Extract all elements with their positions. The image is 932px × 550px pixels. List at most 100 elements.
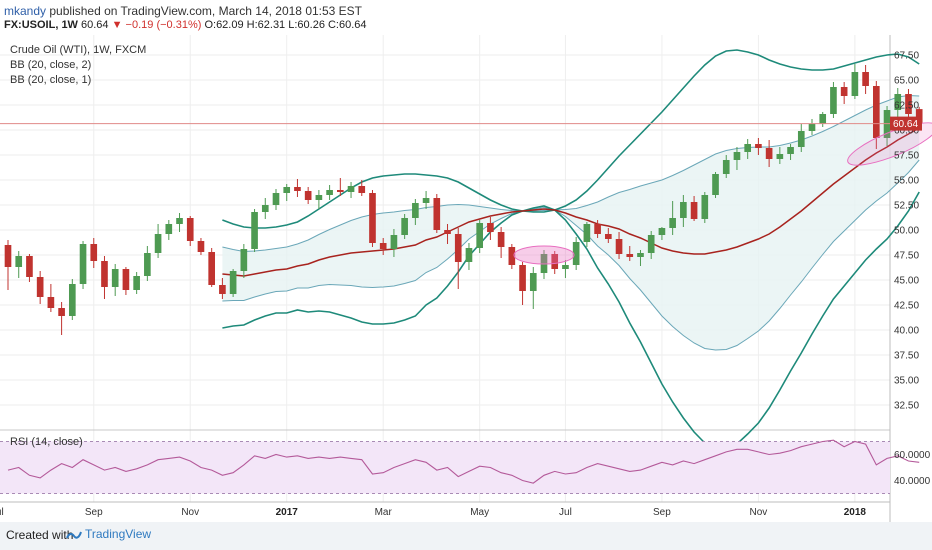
candle-body: [872, 86, 880, 138]
price-tick-label: 35.00: [894, 376, 919, 387]
rsi-tick-label: 40.0000: [894, 476, 931, 487]
candle-body: [637, 253, 644, 257]
legend-bb1[interactable]: BB (20, close, 1): [10, 74, 91, 86]
candle-body: [422, 198, 430, 203]
candle-body: [90, 244, 98, 261]
bb-basis-line: [222, 127, 920, 277]
candle-body: [562, 265, 569, 269]
candle-body: [15, 256, 23, 267]
rsi-line: [7, 439, 920, 484]
time-tick-label: Nov: [181, 507, 199, 518]
candle-body: [690, 202, 698, 219]
candle-body: [379, 243, 387, 249]
candle-body: [68, 284, 76, 316]
price-tick-label: 47.50: [894, 251, 919, 262]
time-tick-label: Jul: [559, 507, 572, 518]
chart-area[interactable]: 32.50 35.00 37.50 40.00 42.50 45.00 47.50 50.00…: [0, 35, 932, 522]
candle-body: [240, 249, 248, 271]
candle-body: [647, 235, 655, 253]
time-tick-label: Mar: [375, 507, 393, 518]
candle-body: [476, 223, 484, 248]
bb2-upper-line: [222, 49, 920, 229]
candle-body: [294, 187, 301, 191]
price-tick-label: 40.00: [894, 326, 919, 337]
tradingview-brand: TradingView: [85, 527, 152, 541]
candle-body: [433, 198, 441, 230]
tradingview-link[interactable]: TradingView: [66, 527, 151, 541]
ohlc-values: O:62.09 H:62.31 L:60.26 C:60.64: [204, 19, 367, 31]
price-tick-label: 45.00: [894, 276, 919, 287]
candle-body: [465, 248, 473, 262]
candle-body: [851, 72, 859, 96]
legend-instrument[interactable]: Crude Oil (WTI), 1W, FXCM: [10, 44, 146, 56]
candle-body: [755, 144, 762, 148]
candle-body: [144, 253, 151, 276]
time-tick-label: Sep: [653, 507, 671, 518]
candle-body: [326, 190, 333, 195]
candle-body: [583, 224, 591, 242]
candle-body: [594, 224, 601, 234]
candle-body: [101, 261, 108, 287]
symbol-label: FX:USOIL, 1W: [4, 19, 78, 31]
candle-body: [894, 94, 902, 110]
candle-body: [229, 271, 237, 294]
candle-body: [626, 254, 634, 257]
price-axis[interactable]: 32.50 35.00 37.50 40.00 42.50 45.00 47.50 50.00…: [890, 51, 931, 488]
candle-body: [165, 224, 173, 234]
candle-body: [808, 124, 816, 131]
candle-body: [444, 230, 451, 234]
price-tick-label: 55.00: [894, 176, 919, 187]
tradingview-logo-icon: [66, 531, 82, 539]
candle-body: [154, 234, 162, 253]
price-tick-label: 67.50: [894, 51, 919, 62]
candle-body: [915, 109, 923, 124]
candle-body: [369, 193, 376, 243]
candle-body: [272, 193, 280, 205]
candle-body: [208, 252, 216, 285]
candle-body: [283, 187, 291, 193]
created-with-label: Created with: [6, 528, 74, 542]
candle-body: [862, 72, 869, 86]
candle-body: [840, 87, 848, 96]
price-tick-label: 57.50: [894, 151, 919, 162]
rsi-tick-label: 60.0000: [894, 450, 931, 461]
highlight-ellipse: [513, 245, 575, 265]
highlight-ellipses: [513, 122, 932, 265]
price-tick-label: 62.50: [894, 101, 919, 112]
price-tick-label: 32.50: [894, 401, 919, 412]
candle-body: [615, 239, 623, 254]
candle-body: [47, 297, 55, 308]
candle-body: [722, 160, 730, 174]
publish-info: mkandy published on TradingView.com, Mar…: [4, 4, 362, 18]
footer: Created with TradingView: [0, 522, 932, 550]
candle-body: [315, 195, 323, 200]
candle-body: [58, 308, 65, 316]
candle-body: [712, 174, 719, 195]
author-link[interactable]: mkandy: [4, 4, 47, 18]
candle-body: [336, 190, 344, 192]
time-tick-label: Sep: [85, 507, 103, 518]
candle-body: [765, 148, 773, 159]
rsi-band-fill: [0, 441, 890, 494]
candle-body: [454, 234, 462, 262]
last-price-badge: [890, 116, 922, 131]
legend-bb2[interactable]: BB (20, close, 2): [10, 59, 91, 71]
candle-body: [261, 205, 269, 212]
candle-body: [197, 241, 205, 252]
time-tick-label: 2018: [844, 507, 867, 518]
ohlc-bar: FX:USOIL, 1W 60.64 ▼ −0.19 (−0.31%) O:62…: [4, 19, 367, 31]
candle-body: [4, 245, 12, 267]
candle-body: [797, 131, 805, 147]
candle-body: [487, 223, 494, 232]
price-tick-label: 52.50: [894, 201, 919, 212]
price-tick-label: 65.00: [894, 76, 919, 87]
bb1-lower-line: [222, 159, 920, 351]
bb1-fill: [222, 95, 920, 350]
time-axis[interactable]: JulSepNov2017MarMayJulSepNov2018MarMay: [0, 507, 932, 518]
candle-body: [79, 244, 87, 284]
candle-body: [497, 232, 505, 247]
legend-rsi[interactable]: RSI (14, close): [10, 436, 83, 448]
candle-body: [830, 87, 837, 114]
candle-body: [658, 228, 666, 235]
candle-body: [776, 154, 784, 159]
